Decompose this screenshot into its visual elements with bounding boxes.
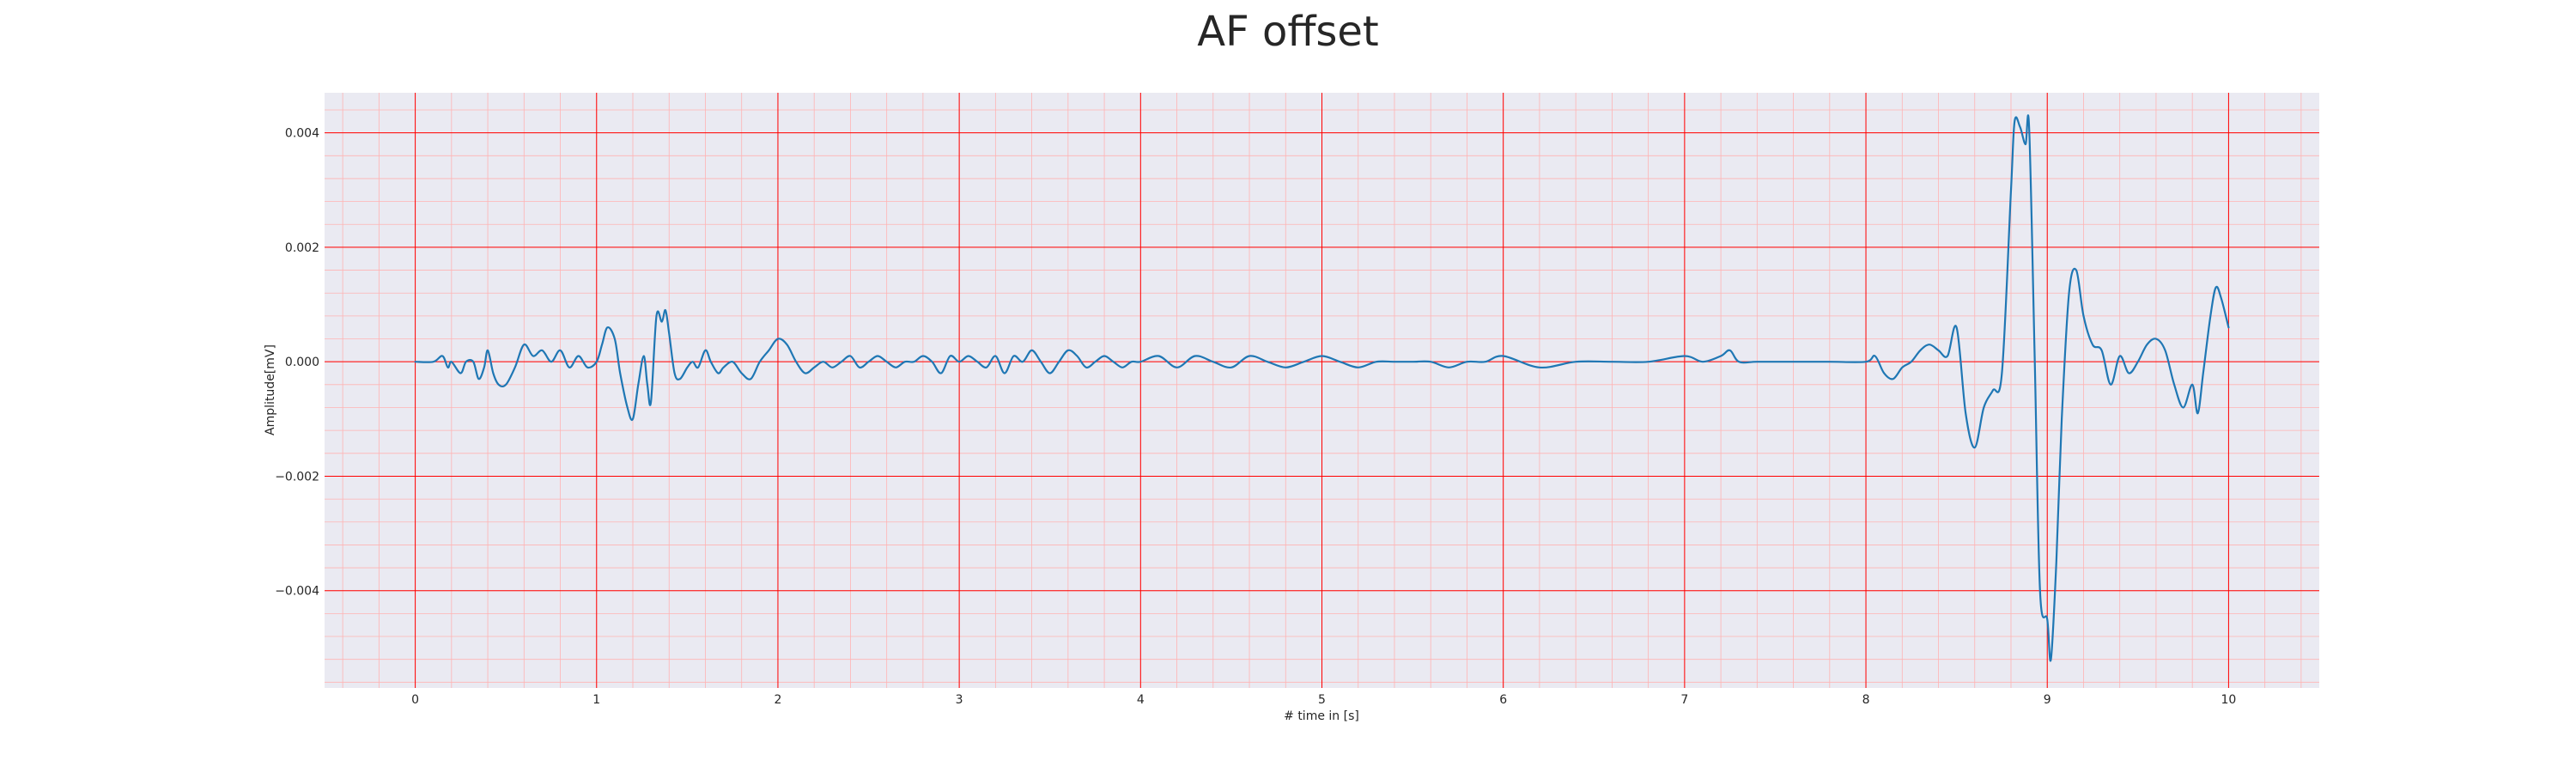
y-tick-label: 0.002 [285, 241, 319, 255]
x-tick-labels: 0 1 2 3 4 5 6 7 8 9 10 [411, 693, 2236, 707]
y-tick-label: 0.000 [285, 356, 319, 369]
x-tick-label: 10 [2221, 693, 2236, 707]
x-tick-label: 2 [774, 693, 781, 707]
x-axis-label: # time in [s] [1284, 709, 1359, 723]
x-tick-label: 0 [411, 693, 419, 707]
y-tick-labels: 0.004 0.002 0.000 −0.002 −0.004 [275, 127, 319, 599]
x-tick-label: 4 [1137, 693, 1145, 707]
x-tick-label: 8 [1862, 693, 1870, 707]
y-axis-label: Amplitude[mV] [264, 344, 277, 435]
x-tick-label: 9 [2044, 693, 2051, 707]
y-tick-label: −0.004 [275, 585, 319, 599]
x-tick-label: 7 [1680, 693, 1688, 707]
chart-title: AF offset [1197, 8, 1379, 56]
x-tick-label: 1 [592, 693, 600, 707]
y-tick-label: 0.004 [285, 127, 319, 141]
x-tick-label: 5 [1318, 693, 1326, 707]
x-tick-label: 3 [956, 693, 963, 707]
y-tick-label: −0.002 [275, 470, 319, 484]
x-tick-label: 6 [1499, 693, 1507, 707]
